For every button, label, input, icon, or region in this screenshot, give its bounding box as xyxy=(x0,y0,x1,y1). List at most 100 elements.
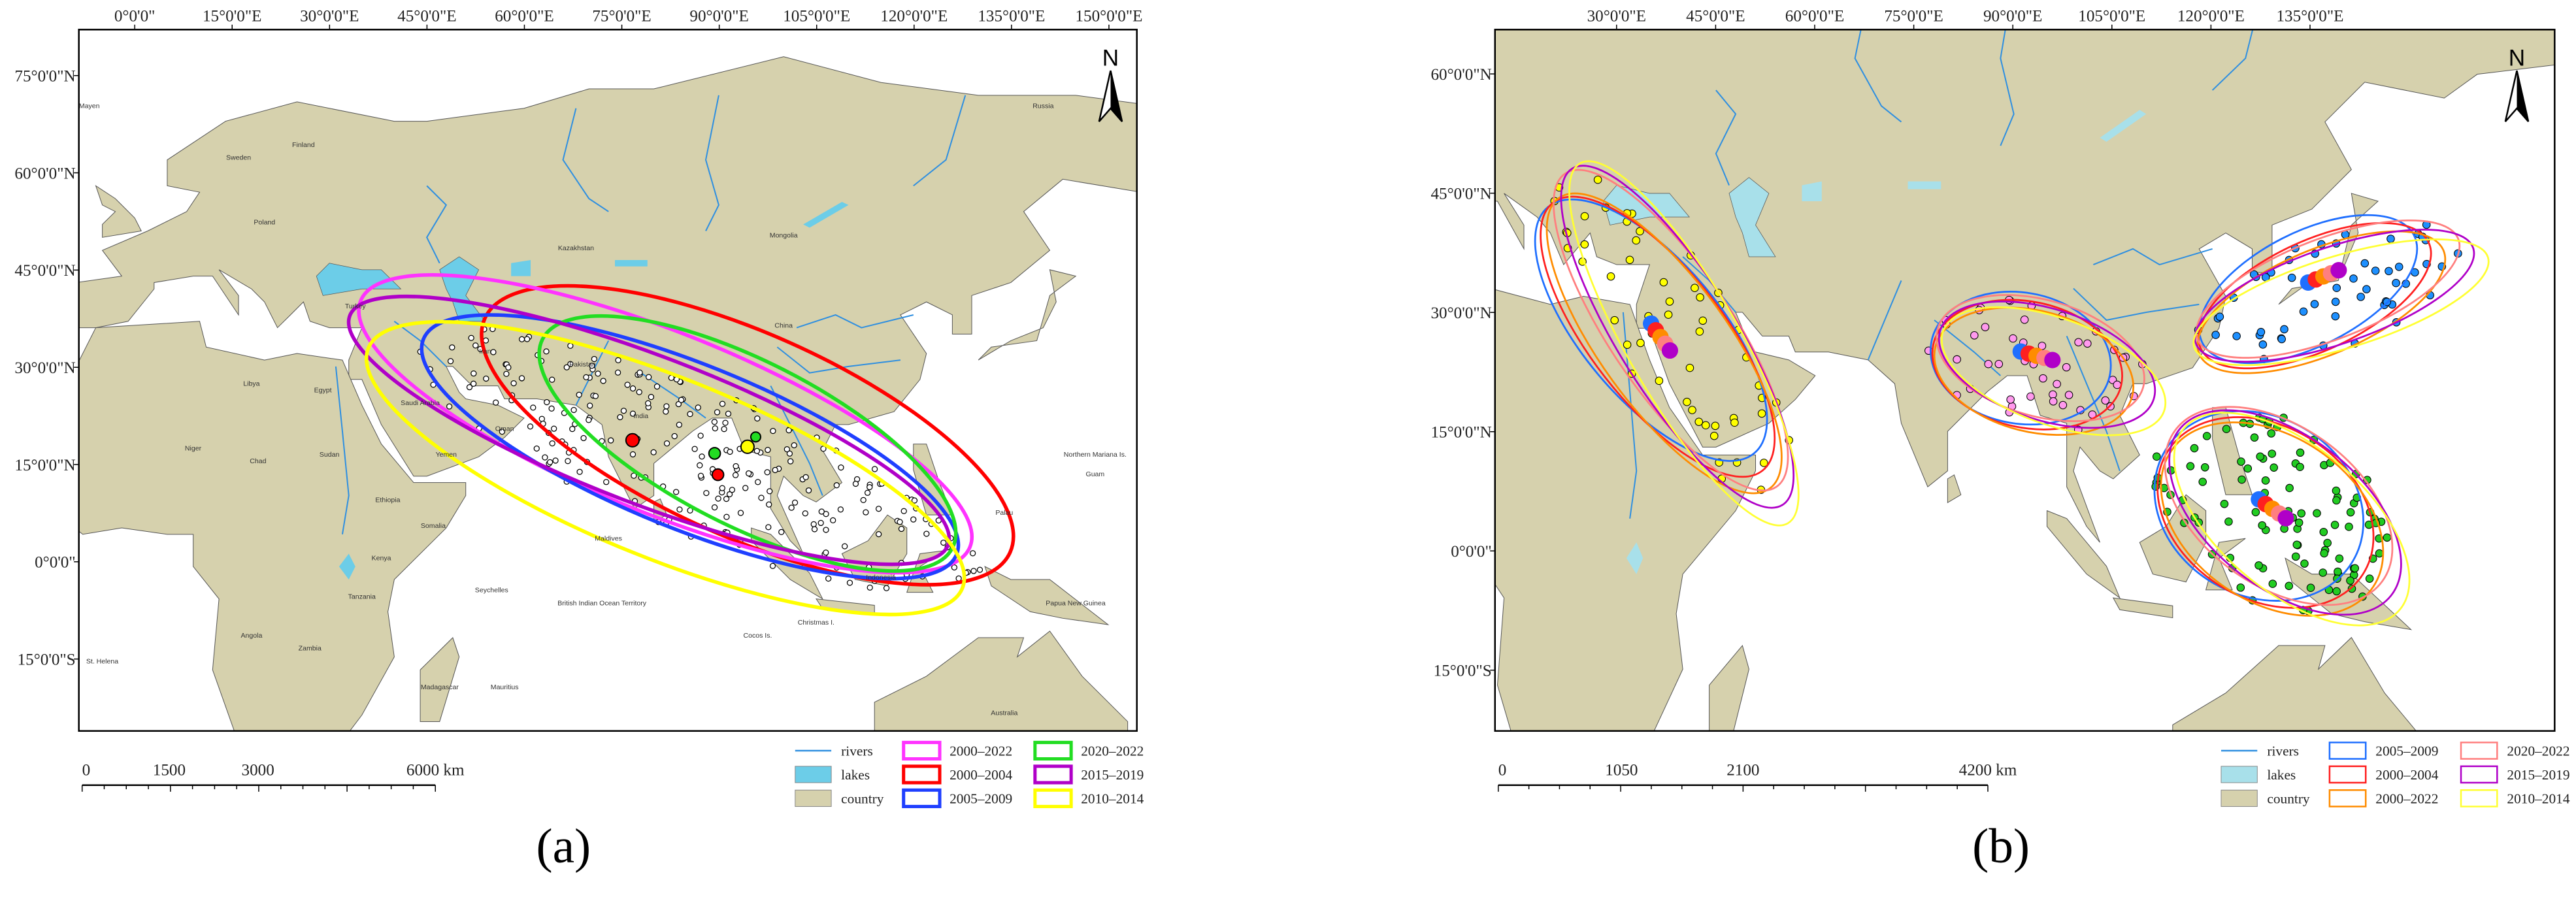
event-point xyxy=(863,509,869,515)
event-point xyxy=(695,404,701,411)
event-point xyxy=(2332,486,2341,495)
event-point xyxy=(653,383,661,390)
legend-label: 2005–2009 xyxy=(949,791,1012,806)
legend-label: 2000–2022 xyxy=(949,743,1012,759)
event-point xyxy=(631,472,637,479)
event-point xyxy=(518,375,525,382)
event-point xyxy=(1757,409,1766,418)
place-label: Oman xyxy=(495,425,514,433)
place-label: Egypt xyxy=(314,386,332,394)
place-label: Sudan xyxy=(320,451,340,459)
event-point xyxy=(2285,581,2294,591)
event-point xyxy=(1953,355,1961,364)
event-point xyxy=(2254,561,2263,570)
land xyxy=(874,630,1129,731)
event-point xyxy=(811,526,818,532)
event-point xyxy=(2345,523,2353,531)
river xyxy=(1854,29,1902,123)
river xyxy=(704,95,719,231)
event-point xyxy=(721,426,727,433)
event-point xyxy=(788,504,795,511)
event-point xyxy=(802,510,808,517)
event-point xyxy=(587,402,593,409)
event-point xyxy=(615,357,621,363)
event-point xyxy=(2291,552,2300,561)
event-point xyxy=(786,450,793,457)
event-point xyxy=(875,531,882,538)
place-label: India xyxy=(633,412,648,420)
event-point xyxy=(549,440,555,447)
sde-ellipse xyxy=(357,273,974,575)
event-point xyxy=(778,529,785,535)
event-point xyxy=(1711,421,1720,431)
event-point xyxy=(1696,293,1704,302)
legend-label: 2015–2019 xyxy=(2507,767,2569,783)
event-point xyxy=(2224,517,2233,526)
event-point xyxy=(833,482,840,489)
event-point xyxy=(1664,310,1673,319)
legend-swatch xyxy=(2328,742,2367,760)
place-label: Cocos Is. xyxy=(743,632,772,640)
event-point xyxy=(898,525,905,532)
event-point xyxy=(2334,567,2342,576)
event-point xyxy=(663,440,670,447)
river xyxy=(335,366,350,535)
event-point xyxy=(729,487,736,493)
event-point xyxy=(2186,462,2195,470)
event-point xyxy=(766,501,772,508)
legend-label: 2010–2014 xyxy=(1081,791,1144,806)
event-point xyxy=(911,497,918,504)
river xyxy=(562,108,609,212)
lat-tick-label: 0°0'0" xyxy=(35,554,76,572)
centroid xyxy=(2330,262,2347,279)
event-point xyxy=(2392,278,2400,287)
event-point xyxy=(823,527,829,533)
event-point xyxy=(746,470,752,477)
sde-ellipse xyxy=(1931,299,2123,431)
place-label: Finland xyxy=(292,141,315,149)
event-point xyxy=(1606,272,1615,281)
event-point xyxy=(499,429,505,435)
event-point xyxy=(2277,335,2286,344)
lat-tick-label: 15°0'0"N xyxy=(14,457,75,474)
lon-tick-label: 30°0'0"E xyxy=(300,8,359,25)
event-point xyxy=(1709,431,1719,440)
land xyxy=(2285,557,2413,630)
place-label: Angola xyxy=(240,632,262,640)
event-point xyxy=(951,564,958,571)
centroid xyxy=(1661,342,1679,359)
river xyxy=(913,95,966,187)
event-point xyxy=(970,568,977,574)
event-point xyxy=(523,336,531,342)
event-point xyxy=(2202,432,2211,440)
event-point xyxy=(1698,316,1708,325)
event-point xyxy=(600,378,606,384)
event-point xyxy=(2211,331,2220,339)
event-point xyxy=(551,425,557,432)
event-point xyxy=(1683,397,1691,406)
lat-tick-label: 15°0'0"N xyxy=(1431,424,1492,442)
event-point xyxy=(595,370,601,377)
lon-tick-label: 90°0'0"E xyxy=(1983,8,2042,25)
land xyxy=(78,56,1137,554)
scale-label: 2100 xyxy=(1726,762,1759,779)
lat-tick-label: 45°0'0"N xyxy=(14,262,75,280)
event-point xyxy=(810,521,817,528)
legend-label: 2000–2004 xyxy=(949,767,1012,783)
sde-ellipse xyxy=(2194,229,2475,363)
place-label: Somalia xyxy=(421,522,446,530)
legend-label: 2020–2022 xyxy=(2507,743,2569,759)
land xyxy=(1378,90,1425,154)
event-point xyxy=(636,369,643,376)
event-point xyxy=(2365,574,2374,583)
event-point xyxy=(614,369,621,376)
lat-tick-label: 75°0'0"N xyxy=(14,67,75,85)
event-point xyxy=(791,499,799,506)
event-point xyxy=(1688,406,1696,414)
lake xyxy=(1802,181,1822,202)
event-point xyxy=(2332,587,2341,596)
place-label: Seychelles xyxy=(475,587,508,595)
event-point xyxy=(719,400,726,407)
event-point xyxy=(838,464,844,471)
event-point xyxy=(867,483,873,491)
